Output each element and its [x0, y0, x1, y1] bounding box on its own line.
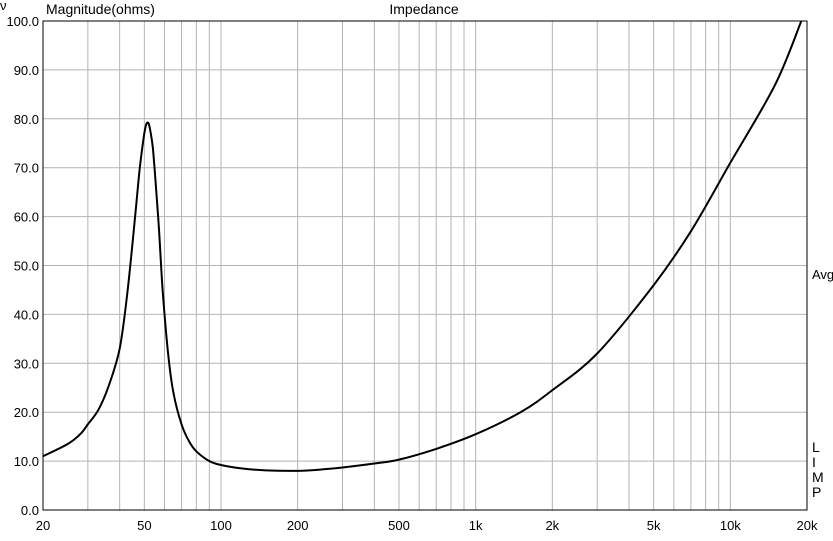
y-tick-label: 90.0: [14, 63, 39, 78]
x-tick-label: 5k: [647, 518, 661, 533]
x-tick-label: 20k: [797, 518, 818, 533]
limp-letter: P: [812, 484, 821, 500]
y-tick-label: 40.0: [14, 307, 39, 322]
y-tick-label: 30.0: [14, 356, 39, 371]
y-tick-label: 10.0: [14, 454, 39, 469]
x-tick-label: 500: [388, 518, 410, 533]
impedance-series-line: [42, 20, 803, 472]
plot-frame: [42, 20, 808, 511]
chart-title: Impedance: [389, 1, 458, 17]
y-tick-label: 60.0: [14, 210, 39, 225]
y-tick-label: 80.0: [14, 112, 39, 127]
x-tick-label: 20: [36, 518, 50, 533]
x-tick-label: 2k: [545, 518, 559, 533]
series-layer: [42, 20, 803, 472]
x-tick-label: 200: [287, 518, 309, 533]
limp-letter: L: [812, 439, 820, 455]
y-tick-label: 50.0: [14, 259, 39, 274]
x-tick-label: 10k: [720, 518, 741, 533]
limp-letter: M: [812, 469, 824, 485]
y-tick-label: 70.0: [14, 161, 39, 176]
x-tick-label: 100: [210, 518, 232, 533]
x-tick-label: 1k: [469, 518, 483, 533]
y-axis-label: Magnitude(ohms): [46, 1, 155, 17]
y-tick-label: 100.0: [6, 14, 39, 29]
limp-letter: I: [812, 454, 816, 470]
corner-mark: ν: [0, 0, 7, 13]
x-tick-label: 50: [137, 518, 151, 533]
avg-label: Avg: [812, 267, 833, 282]
y-tick-label: 0.0: [21, 503, 39, 518]
y-tick-label: 20.0: [14, 405, 39, 420]
grid: [43, 21, 807, 510]
tick-labels: 0.0 10.0 20.0 30.0 40.0 50.0 60.0 70.0 80.0 90.0 1…: [6, 14, 818, 533]
